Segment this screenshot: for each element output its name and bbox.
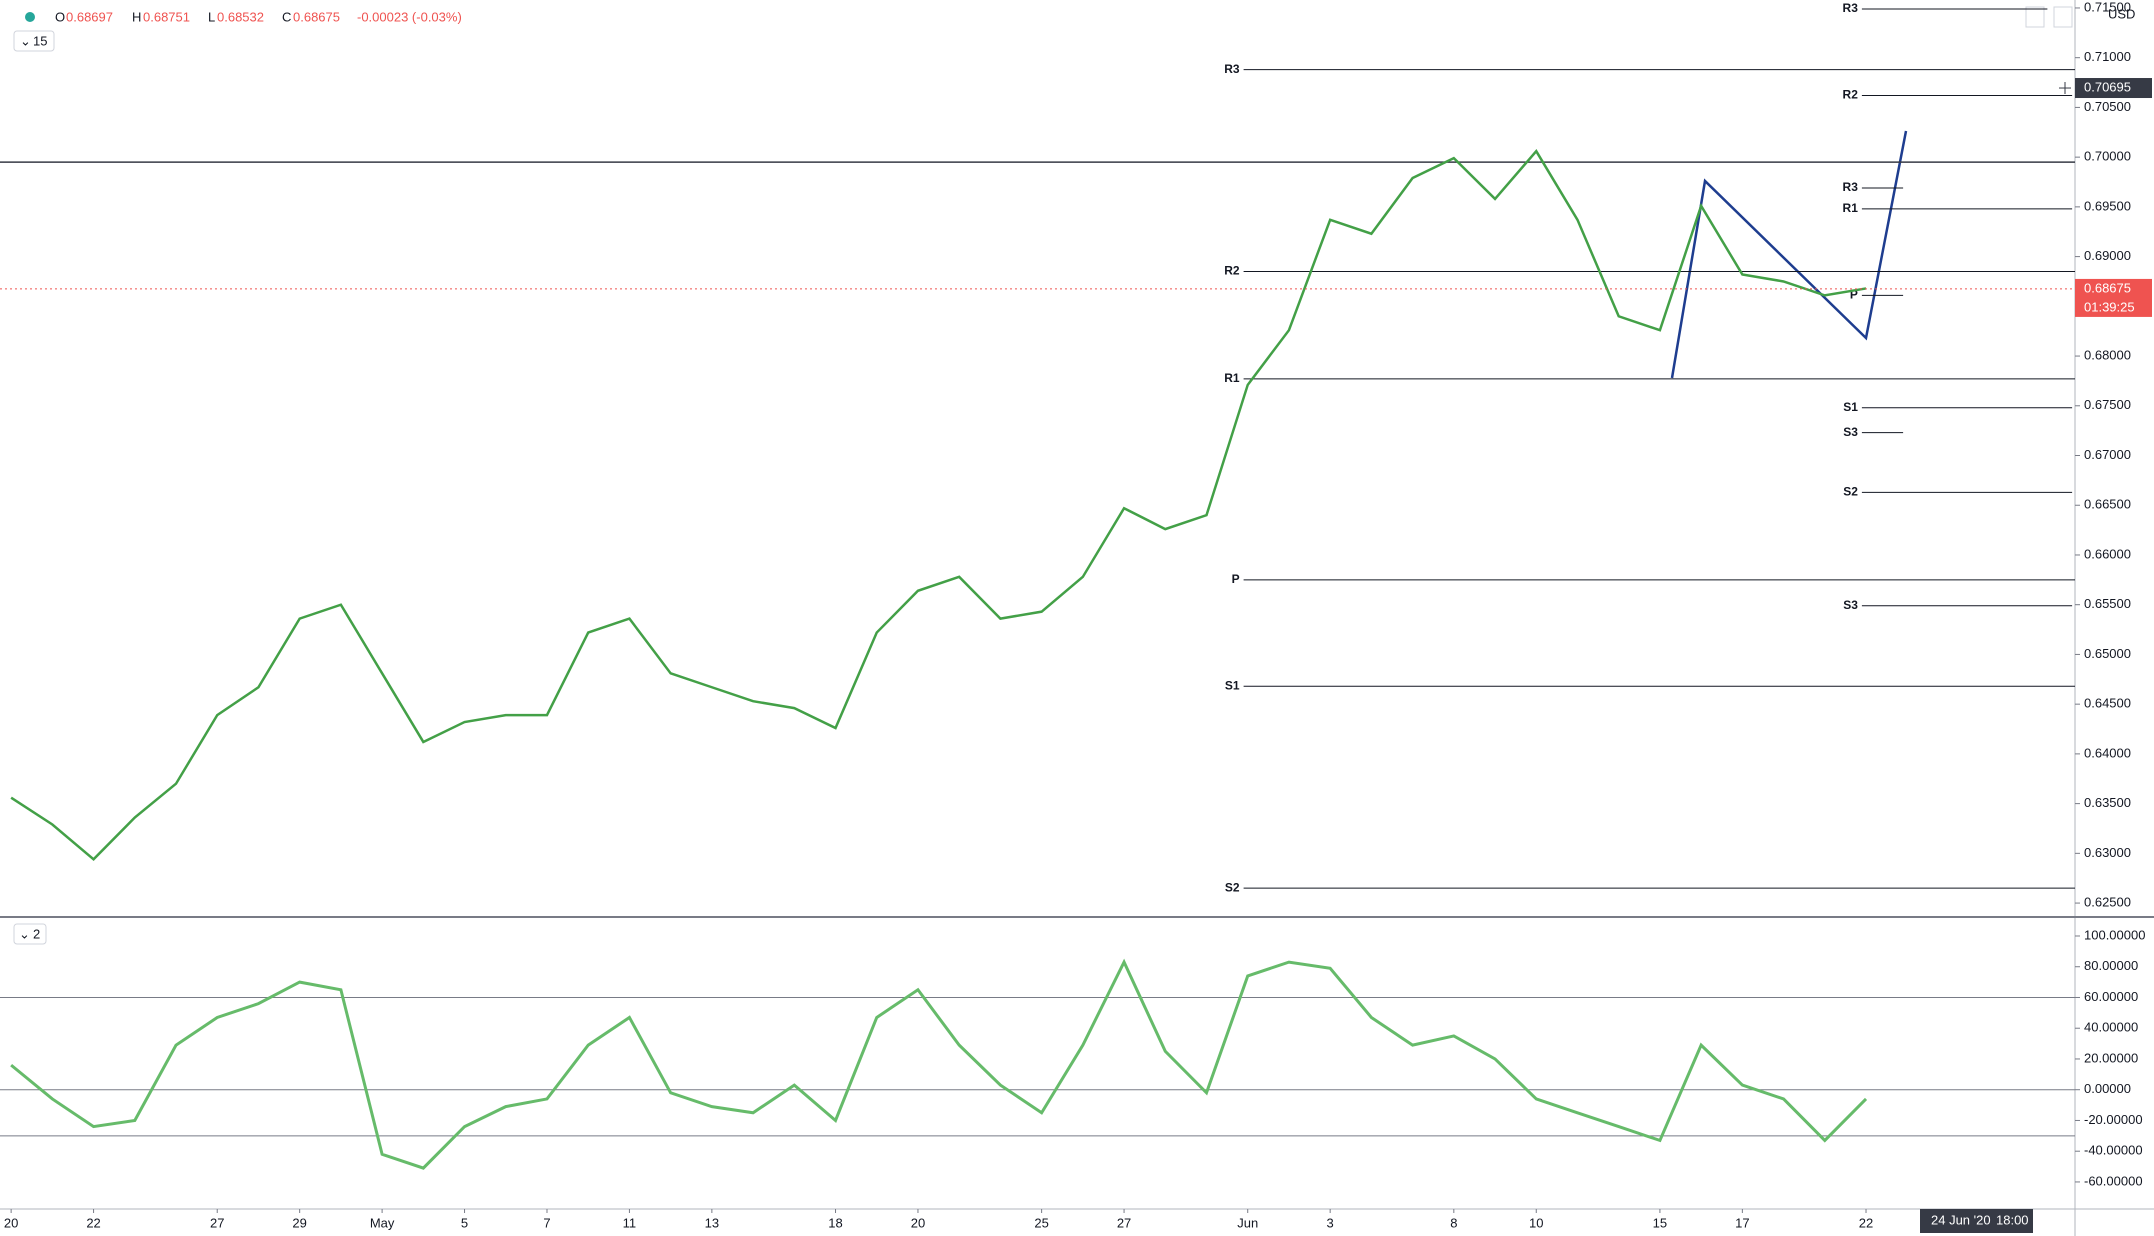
pivot-label: S3 <box>1843 598 1858 612</box>
pane-chevron: ⌄ <box>19 926 30 941</box>
price-line <box>10 958 1868 1170</box>
pivot-label: R3 <box>1843 1 1859 15</box>
y-tick-label: 100.00000 <box>2084 927 2145 942</box>
price-line <box>10 149 1867 862</box>
crosshair-time: 18:00 <box>1996 1212 2029 1227</box>
scroll-button[interactable] <box>2025 6 2045 28</box>
x-tick-label: 11 <box>623 1215 637 1230</box>
pivot-label: S2 <box>1843 484 1858 498</box>
triangle-drawing <box>1670 130 1908 379</box>
pivot-label: P <box>1850 288 1858 302</box>
pivot-label: P <box>1232 572 1240 586</box>
y-tick-label: 40.00000 <box>2084 1020 2138 1035</box>
y-tick-label: 0.66000 <box>2084 546 2131 561</box>
x-tick-label: 13 <box>705 1215 719 1230</box>
y-tick-label: -60.00000 <box>2084 1173 2143 1188</box>
last-price-label: 0.68675 <box>2084 280 2131 295</box>
change-value: -0.00023 (-0.03%) <box>357 9 462 24</box>
close-value: 0.68675 <box>293 9 340 24</box>
x-tick-label: 18 <box>828 1215 842 1230</box>
y-tick-label: 0.67500 <box>2084 397 2131 412</box>
x-tick-label: 22 <box>1859 1215 1873 1230</box>
close-label: C <box>282 9 291 24</box>
crosshair-date: 24 Jun '20 <box>1931 1212 1991 1227</box>
crosshair-price-label: 0.70695 <box>2084 79 2131 94</box>
x-tick-label: 27 <box>1117 1215 1131 1230</box>
y-tick-label: 0.71500 <box>2084 0 2131 14</box>
crosshair-time-badge <box>1920 1209 2033 1233</box>
y-tick-label: 0.70000 <box>2084 149 2131 164</box>
pivot-label: R1 <box>1224 371 1240 385</box>
x-tick-label: 22 <box>86 1215 100 1230</box>
pivot-label: R3 <box>1224 62 1240 76</box>
pivot-label: S2 <box>1225 880 1240 894</box>
y-tick-label: 0.66500 <box>2084 497 2131 512</box>
last-price-badge <box>2075 278 2152 317</box>
x-tick-label: 5 <box>461 1215 468 1230</box>
x-tick-label: 15 <box>1653 1215 1667 1230</box>
x-tick-label: 27 <box>210 1215 224 1230</box>
y-tick-label: 0.63500 <box>2084 795 2131 810</box>
pane-label: 2 <box>33 926 40 941</box>
x-tick-label: 3 <box>1327 1215 1334 1230</box>
y-tick-label: 0.63000 <box>2084 845 2131 860</box>
pivot-label: R2 <box>1843 88 1859 102</box>
y-tick-label: 0.69000 <box>2084 248 2131 263</box>
interval-label: 15 <box>33 33 47 48</box>
y-tick-label: 0.64000 <box>2084 745 2131 760</box>
interval-chevron: ⌄ <box>20 33 31 48</box>
y-tick-label: 0.68000 <box>2084 347 2131 362</box>
pivot-label: S3 <box>1843 425 1858 439</box>
x-tick-label: 10 <box>1529 1215 1543 1230</box>
pivot-label: S1 <box>1225 678 1240 692</box>
y-tick-label: 0.65000 <box>2084 646 2131 661</box>
low-label: L <box>208 9 215 24</box>
y-tick-label: 80.00000 <box>2084 958 2138 973</box>
pivot-label: R1 <box>1843 201 1859 215</box>
y-tick-label: 0.67000 <box>2084 447 2131 462</box>
open-label: O <box>55 9 65 24</box>
x-tick-label: Jun <box>1237 1215 1258 1230</box>
x-tick-label: 17 <box>1735 1215 1749 1230</box>
high-value: 0.68751 <box>143 9 190 24</box>
y-tick-label: 0.64500 <box>2084 696 2131 711</box>
y-tick-label: 0.65500 <box>2084 596 2131 611</box>
y-tick-label: 0.62500 <box>2084 895 2131 910</box>
low-value: 0.68532 <box>217 9 264 24</box>
x-tick-label: 20 <box>911 1215 925 1230</box>
pane-toggle[interactable] <box>13 923 47 945</box>
x-tick-label: 29 <box>292 1215 306 1230</box>
pivot-label: R3 <box>1843 180 1859 194</box>
pivot-label: S1 <box>1843 400 1858 414</box>
open-value: 0.68697 <box>66 9 113 24</box>
y-tick-label: -20.00000 <box>2084 1112 2143 1127</box>
crosshair-price-badge <box>2075 78 2152 99</box>
currency: USD <box>2108 6 2135 21</box>
high-label: H <box>132 9 141 24</box>
y-tick-label: 0.00000 <box>2084 1081 2131 1096</box>
x-tick-label: 7 <box>543 1215 550 1230</box>
y-tick-label: -40.00000 <box>2084 1143 2143 1158</box>
x-tick-label: 25 <box>1034 1215 1048 1230</box>
y-tick-label: 0.69500 <box>2084 198 2131 213</box>
y-tick-label: 20.00000 <box>2084 1050 2138 1065</box>
interval-toggle[interactable] <box>13 30 55 52</box>
refresh-button[interactable] <box>2053 6 2073 28</box>
y-tick-label: 60.00000 <box>2084 989 2138 1004</box>
x-tick-label: May <box>370 1215 395 1230</box>
x-tick-label: 20 <box>4 1215 18 1230</box>
y-tick-label: 0.71000 <box>2084 49 2131 64</box>
pivot-label: R2 <box>1224 264 1240 278</box>
status-dot <box>25 12 35 22</box>
y-tick-label: 0.70500 <box>2084 99 2131 114</box>
countdown-label: 01:39:25 <box>2084 299 2135 314</box>
x-tick-label: 8 <box>1450 1215 1457 1230</box>
